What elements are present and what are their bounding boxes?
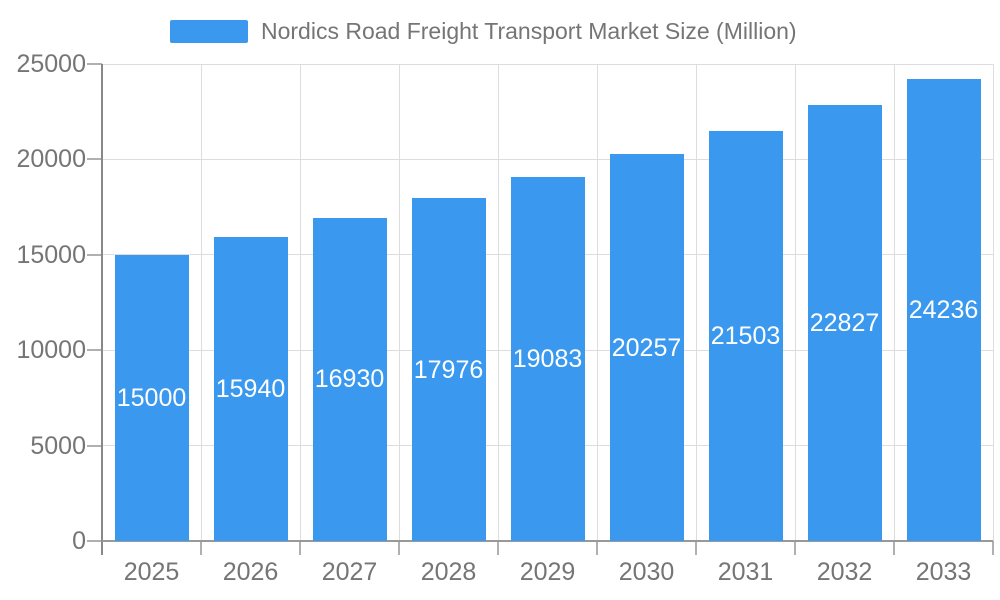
x-tick (893, 541, 895, 555)
y-tick (87, 63, 102, 65)
y-tick (87, 253, 102, 256)
v-gridline (893, 64, 895, 541)
v-gridline (992, 64, 994, 541)
bar-value-label: 21503 (710, 321, 781, 350)
x-axis-label: 2030 (618, 558, 675, 586)
bar-value-label: 15940 (215, 374, 286, 403)
v-gridline (497, 64, 499, 541)
x-axis-label: 2026 (222, 558, 279, 586)
x-tick (695, 541, 697, 555)
bar[interactable] (213, 236, 288, 541)
x-tick (398, 541, 400, 555)
v-gridline (596, 64, 598, 541)
x-tick (299, 541, 301, 555)
bar-value-label: 16930 (314, 365, 385, 394)
v-gridline (200, 64, 202, 541)
y-axis-label: 10000 (16, 336, 86, 365)
x-axis-line (102, 540, 993, 542)
v-gridline (299, 64, 301, 541)
y-axis-label: 0 (72, 527, 86, 555)
x-axis-label: 2027 (321, 558, 378, 586)
legend-swatch (170, 20, 248, 43)
bar-value-label: 22827 (809, 309, 880, 338)
y-tick (87, 540, 102, 542)
bar[interactable] (807, 105, 882, 541)
x-axis-label: 2031 (717, 558, 774, 586)
x-axis-label: 2033 (915, 558, 972, 586)
bar-value-label: 24236 (908, 295, 979, 324)
y-axis-label: 25000 (16, 50, 86, 78)
bar-value-label: 17976 (413, 355, 484, 384)
x-axis-label: 2029 (519, 558, 576, 586)
bar[interactable] (609, 154, 684, 541)
bar[interactable] (312, 217, 387, 541)
x-axis-label: 2025 (123, 558, 180, 586)
x-tick (596, 541, 598, 555)
x-tick (200, 541, 202, 555)
x-tick (794, 541, 796, 555)
x-axis-label: 2032 (816, 558, 873, 586)
v-gridline (398, 64, 400, 541)
y-tick (87, 444, 102, 447)
x-tick (497, 541, 499, 555)
v-gridline (794, 64, 796, 541)
bar[interactable] (708, 130, 783, 541)
y-axis-label: 5000 (30, 431, 86, 460)
bar-value-label: 19083 (512, 344, 583, 373)
h-gridline (102, 158, 993, 160)
bar-value-label: 20257 (611, 333, 682, 362)
bar-value-label: 15000 (116, 383, 187, 412)
y-tick (87, 158, 102, 161)
x-axis-label: 2028 (420, 558, 477, 586)
v-gridline (695, 64, 697, 541)
bar[interactable] (906, 78, 981, 541)
y-axis-line (101, 64, 103, 555)
x-tick (992, 541, 994, 555)
y-tick (87, 349, 102, 352)
bar[interactable] (411, 198, 486, 541)
y-axis-label: 20000 (16, 145, 86, 174)
y-axis-label: 15000 (16, 240, 86, 269)
legend-item[interactable]: Nordics Road Freight Transport Market Si… (170, 18, 797, 45)
h-gridline (102, 63, 993, 65)
legend-label: Nordics Road Freight Transport Market Si… (261, 18, 797, 44)
bar[interactable] (114, 254, 189, 541)
bar[interactable] (510, 176, 585, 541)
